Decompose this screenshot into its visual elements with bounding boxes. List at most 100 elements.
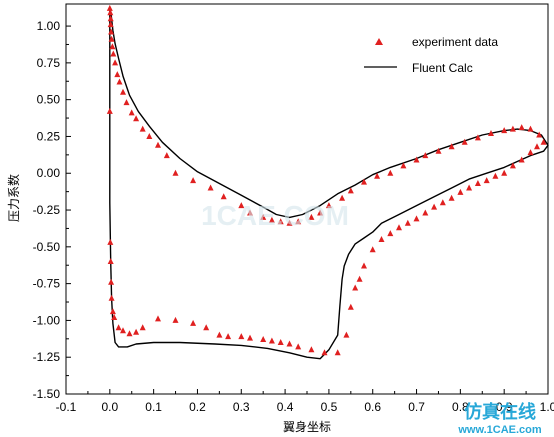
experiment-point: [286, 340, 293, 347]
x-tick-label: 0.8: [452, 400, 469, 414]
experiment-point: [203, 324, 210, 331]
experiment-point: [106, 4, 113, 11]
experiment-point: [120, 327, 126, 334]
experiment-point: [343, 331, 350, 338]
experiment-point: [109, 43, 116, 50]
experiment-point: [361, 178, 367, 185]
experiment-point: [347, 187, 354, 194]
experiment-point: [155, 141, 161, 148]
experiment-point: [347, 303, 354, 310]
x-tick-label: 0.0: [101, 400, 118, 414]
y-tick-label: 0.75: [37, 56, 61, 70]
experiment-point: [260, 213, 267, 220]
experiment-point: [457, 188, 464, 195]
experiment-point: [518, 124, 525, 131]
experiment-point: [387, 169, 394, 176]
experiment-point: [387, 230, 394, 237]
experiment-point: [107, 258, 114, 264]
experiment-point: [325, 202, 332, 209]
experiment-point: [128, 109, 135, 116]
x-tick-label: -0.1: [56, 400, 77, 414]
legend-experiment-label: experiment data: [412, 35, 498, 49]
experiment-point: [190, 319, 197, 326]
experiment-point: [448, 143, 455, 150]
experiment-point: [439, 199, 446, 206]
experiment-point: [268, 216, 275, 223]
experiment-point: [501, 127, 508, 134]
x-axis-ticks: -0.1 0.0 0.1 0.2 0.3 0.4 0.5 0.6 0.7 0.8 0.9 1.0: [56, 389, 554, 414]
legend-calc-label: Fluent Calc: [412, 61, 473, 75]
experiment-point: [435, 147, 442, 154]
experiment-point: [295, 218, 302, 225]
experiment-point: [155, 315, 161, 322]
y-axis-title: 压力系数: [6, 174, 21, 222]
x-tick-label: 0.3: [233, 400, 250, 414]
x-tick-label: 0.2: [189, 400, 206, 414]
x-tick-label: 0.9: [496, 400, 513, 414]
x-tick-label: 1.0: [540, 400, 554, 414]
experiment-point: [172, 169, 179, 176]
fluent-calc-layer: [109, 6, 549, 360]
experiment-point: [108, 278, 115, 285]
experiment-point: [422, 152, 429, 159]
x-tick-label: 0.4: [277, 400, 294, 414]
experiment-point: [448, 194, 455, 201]
y-tick-label: -1.00: [33, 313, 61, 327]
experiment-point: [509, 162, 516, 169]
experiment-point: [356, 275, 363, 282]
x-tick-label: 0.6: [364, 400, 381, 414]
experiment-point: [115, 324, 122, 331]
experiment-point: [116, 78, 123, 85]
experiment-point: [378, 236, 385, 242]
y-tick-label: -0.50: [33, 240, 61, 254]
x-tick-label: 0.5: [321, 400, 338, 414]
experiment-point: [108, 28, 115, 35]
experiment-point: [247, 209, 253, 216]
experiment-point: [308, 213, 315, 220]
experiment-point: [109, 308, 116, 315]
experiment-point: [431, 203, 438, 210]
experiment-point: [518, 156, 525, 163]
experiment-point: [474, 180, 481, 186]
experiment-point: [396, 224, 402, 231]
experiment-point: [107, 9, 114, 16]
y-axis-ticks: 1.00 0.75 0.50 0.25 0.00 -0.25 -0.50 -0.75 -1.00…: [33, 19, 71, 401]
experiment-point: [413, 156, 420, 163]
experiment-point: [334, 349, 341, 356]
experiment-point: [483, 177, 490, 184]
experiment-point: [466, 184, 473, 191]
experiment-point: [540, 138, 547, 145]
experiment-point: [238, 333, 245, 340]
experiment-point: [120, 88, 126, 95]
experiment-point: [527, 125, 534, 132]
experiment-point: [225, 333, 232, 340]
experiment-point: [107, 15, 114, 22]
experiment-point: [317, 209, 324, 216]
y-tick-label: -1.25: [33, 350, 61, 364]
experiment-point: [207, 184, 214, 191]
experiment-point: [474, 134, 481, 141]
experiment-point: [268, 337, 275, 344]
experiment-point: [260, 336, 267, 342]
experiment-point: [527, 149, 534, 156]
x-axis-title: 翼身坐标: [283, 419, 331, 434]
experiment-point: [139, 324, 146, 331]
experiment-point: [400, 162, 407, 169]
experiment-point: [111, 314, 118, 320]
legend: experiment data Fluent Calc: [364, 35, 498, 75]
experiment-point: [277, 218, 284, 225]
experiment-point: [133, 328, 140, 335]
experiment-point: [112, 59, 119, 66]
x-tick-label: 0.7: [408, 400, 425, 414]
watermark-brand-text: 仿真在线: [464, 401, 536, 423]
y-tick-label: 1.00: [37, 19, 61, 33]
experiment-point: [126, 330, 133, 337]
experiment-point: [534, 143, 540, 150]
experiment-point: [106, 107, 113, 114]
experiment-point: [422, 209, 429, 216]
experiment-point: [107, 238, 114, 245]
watermark-brand: 仿真在线 www.1CAE.com: [457, 401, 542, 436]
y-tick-label: 0.25: [37, 129, 61, 143]
experiment-point: [509, 125, 516, 132]
